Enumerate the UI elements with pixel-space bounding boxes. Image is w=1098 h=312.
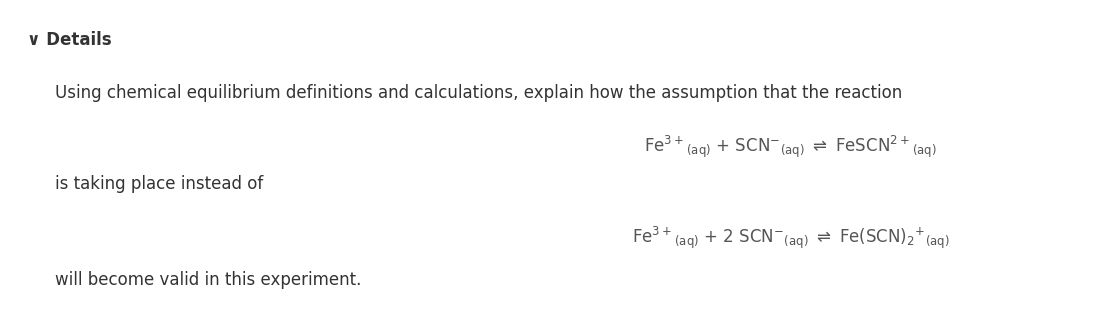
Text: Using chemical equilibrium definitions and calculations, explain how the assumpt: Using chemical equilibrium definitions a… [55, 84, 903, 102]
Text: will become valid in this experiment.: will become valid in this experiment. [55, 271, 361, 290]
Text: Fe$^{3+}$$_{\mathregular{(aq)}}$ + SCN$^{-}$$_{\mathregular{(aq)}}$ $\rightlefth: Fe$^{3+}$$_{\mathregular{(aq)}}$ + SCN$^… [645, 134, 937, 160]
Text: ∨ Details: ∨ Details [27, 31, 112, 49]
Text: is taking place instead of: is taking place instead of [55, 175, 264, 193]
Text: Fe$^{3+}$$_{\mathregular{(aq)}}$ + 2 SCN$^{-}$$_{\mathregular{(aq)}}$ $\rightlef: Fe$^{3+}$$_{\mathregular{(aq)}}$ + 2 SCN… [631, 225, 950, 251]
